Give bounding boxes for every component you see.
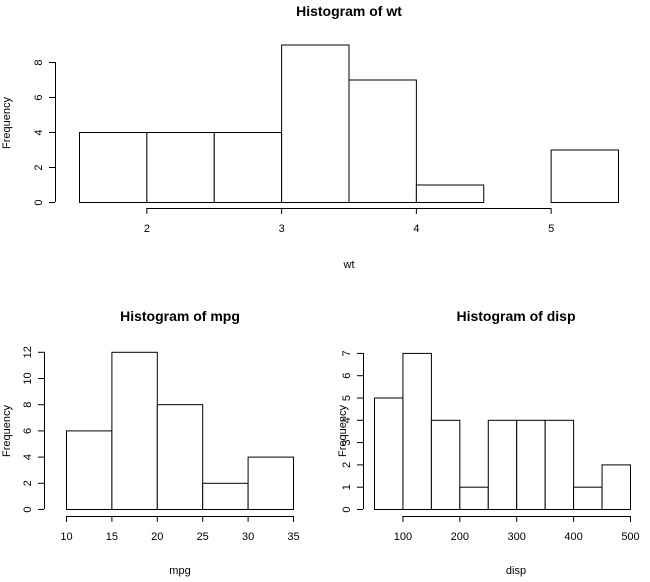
histogram-wt-bar <box>79 132 148 203</box>
histogram-disp-bar <box>402 352 432 510</box>
histogram-wt-y-tick-label: 0 <box>33 199 45 205</box>
histogram-wt-y-tick-label: 4 <box>33 129 45 135</box>
histogram-mpg-bar <box>247 456 295 511</box>
histogram-disp-y-tick-label: 2 <box>341 462 353 468</box>
histogram-mpg-x-tick-label: 15 <box>106 531 118 543</box>
histogram-wt-y-tick-label: 6 <box>33 94 45 100</box>
histogram-disp-bar <box>487 419 518 510</box>
histogram-disp-y-tick-label: 1 <box>341 484 353 490</box>
histogram-disp-y-tick-label: 7 <box>341 350 353 356</box>
histogram-mpg-y-tick-label: 12 <box>22 346 34 358</box>
histogram-wt-x-tick-label: 5 <box>548 223 554 235</box>
histogram-mpg-x-tick-label: 10 <box>60 531 72 543</box>
histogram-disp-bar <box>430 419 461 510</box>
histogram-mpg-y-tick-label: 10 <box>22 372 34 384</box>
histogram-disp-bar <box>573 486 603 511</box>
histogram-disp-panel: Histogram of disp disp Frequency 100 200 3… <box>337 308 640 577</box>
histogram-mpg-y-tick-label: 6 <box>22 428 34 434</box>
histogram-disp-x-tick-label: 500 <box>621 531 639 543</box>
histogram-disp-y-tick-label: 5 <box>341 395 353 401</box>
histogram-disp-y-tick-label: 6 <box>341 373 353 379</box>
histogram-wt-xlabel: wt <box>343 259 355 271</box>
histogram-mpg-xlabel: mpg <box>169 565 190 577</box>
histogram-mpg-ylabel: Frequency <box>1 405 13 457</box>
histogram-wt-bar <box>146 132 215 203</box>
histogram-mpg-x-tick-label: 25 <box>197 531 209 543</box>
histogram-mpg-y-tick-label: 0 <box>22 506 34 512</box>
histogram-mpg-title: Histogram of mpg <box>120 308 240 324</box>
histogram-mpg-bar <box>156 404 204 511</box>
histogram-disp-bar <box>374 397 404 510</box>
histogram-mpg-x-tick-label: 20 <box>151 531 163 543</box>
histogram-mpg-y-tick-label: 2 <box>22 480 34 486</box>
histogram-disp-title: Histogram of disp <box>456 308 575 324</box>
histogram-wt-x-tick-label: 4 <box>413 223 419 235</box>
histogram-mpg-bar <box>202 482 249 510</box>
histogram-disp-bar <box>601 464 631 510</box>
histogram-wt-bar <box>281 44 350 203</box>
histogram-wt-y-tick-label: 2 <box>33 164 45 170</box>
histogram-wt-bar <box>213 132 283 203</box>
histogram-disp-x-tick-label: 200 <box>451 531 469 543</box>
histogram-disp-x-tick-label: 100 <box>394 531 412 543</box>
histogram-wt-panel: Histogram of wt wt Frequency 2 3 4 5 0 2 4 6 8 <box>1 3 619 271</box>
histogram-disp-bar <box>516 419 546 510</box>
histogram-disp-xlabel: disp <box>506 565 526 577</box>
histogram-wt-x-tick-label: 3 <box>279 223 285 235</box>
histogram-disp-bar <box>459 486 489 511</box>
histogram-wt-ylabel: Frequency <box>1 97 13 149</box>
histogram-wt-bar <box>550 149 619 203</box>
histogram-mpg-x-tick-label: 30 <box>242 531 254 543</box>
histogram-disp-x-tick-label: 400 <box>564 531 582 543</box>
histogram-mpg-x-tick-label: 35 <box>287 531 299 543</box>
histogram-mpg-panel: Histogram of mpg mpg Frequency 10 15 20 25 3… <box>1 308 300 577</box>
histogram-disp-y-tick-label: 0 <box>341 506 353 512</box>
histogram-mpg-bar <box>66 430 113 510</box>
histogram-mpg-y-tick-label: 8 <box>22 402 34 408</box>
histogram-disp-y-tick-label: 4 <box>341 417 353 423</box>
histogram-wt-title: Histogram of wt <box>296 3 402 19</box>
histogram-wt-bar <box>348 79 417 203</box>
histogram-wt-bar <box>415 184 485 203</box>
histogram-disp-y-tick-label: 3 <box>341 440 353 446</box>
histogram-wt-y-tick-label: 8 <box>33 59 45 65</box>
histogram-disp-ylabel: Frequency <box>337 405 349 457</box>
histogram-mpg-y-tick-label: 4 <box>22 454 34 460</box>
histogram-mpg-bar <box>111 351 158 510</box>
histogram-wt-x-tick-label: 2 <box>144 223 150 235</box>
histogram-disp-x-tick-label: 300 <box>508 531 526 543</box>
histogram-disp-bar <box>544 419 575 510</box>
